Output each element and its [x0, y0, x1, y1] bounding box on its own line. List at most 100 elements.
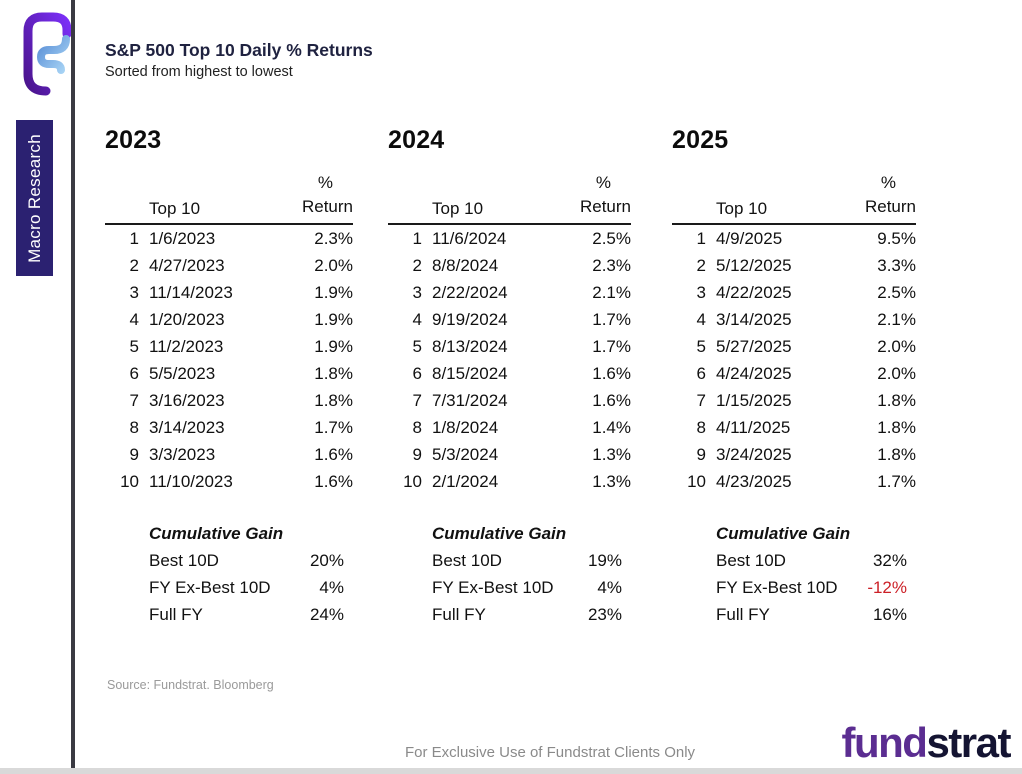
col-header-return: % Return — [557, 171, 631, 219]
cumulative-row: Full FY 24% — [149, 601, 353, 628]
date-cell: 8/13/2024 — [432, 337, 508, 356]
year-table-2023: 2023 Top 10% Return 1 1/6/2023 2.3% 2 4/27/2023… — [105, 126, 353, 628]
col-header-rank — [388, 171, 422, 219]
cumulative-row: Full FY 16% — [716, 601, 916, 628]
table-row: 10 2/1/2024 1.3% — [388, 468, 631, 495]
rank-cell: 10 — [403, 472, 422, 491]
return-cell: 1.6% — [592, 364, 631, 383]
year-heading: 2023 — [105, 126, 162, 154]
return-cell: 1.8% — [877, 445, 916, 464]
vertical-divider — [71, 0, 75, 768]
col-header-return-word: Return — [301, 197, 353, 216]
table-row: 7 3/16/2023 1.8% — [105, 387, 353, 414]
cumulative-title: Cumulative Gain — [149, 524, 284, 543]
fundstrat-fs-logo-icon — [23, 12, 72, 96]
table-row: 5 8/13/2024 1.7% — [388, 333, 631, 360]
date-cell: 3/24/2025 — [716, 445, 792, 464]
year-heading: 2025 — [672, 126, 729, 154]
table-row: 6 4/24/2025 2.0% — [672, 360, 916, 387]
rank-cell: 6 — [129, 364, 139, 383]
cumulative-section: Cumulative Gain Best 10D 20% FY Ex-Best 10D… — [105, 520, 353, 628]
return-cell: 9.5% — [877, 229, 916, 248]
cumulative-row: FY Ex-Best 10D 4% — [149, 574, 353, 601]
rank-cell: 2 — [412, 256, 422, 275]
date-cell: 1/6/2023 — [149, 229, 216, 248]
rank-cell: 5 — [129, 337, 139, 356]
rank-cell: 1 — [129, 229, 139, 248]
fundstrat-wordmark: fundstrat — [842, 722, 1012, 764]
cumulative-label: FY Ex-Best 10D — [716, 578, 838, 597]
cumulative-section: Cumulative Gain Best 10D 19% FY Ex-Best 10D… — [388, 520, 631, 628]
table-row: 1 1/6/2023 2.3% — [105, 225, 353, 252]
cumulative-value: 4% — [597, 578, 622, 597]
cumulative-row: Full FY 23% — [432, 601, 631, 628]
rank-cell: 9 — [696, 445, 706, 464]
cumulative-label: Best 10D — [149, 551, 219, 570]
rank-cell: 9 — [129, 445, 139, 464]
return-cell: 1.9% — [314, 283, 353, 302]
table-row: 1 4/9/2025 9.5% — [672, 225, 916, 252]
cumulative-section: Cumulative Gain Best 10D 32% FY Ex-Best 10D… — [672, 520, 916, 628]
rank-cell: 2 — [696, 256, 706, 275]
col-header-return: % Return — [279, 171, 353, 219]
footer-disclaimer: For Exclusive Use of Fundstrat Clients O… — [404, 744, 696, 761]
return-cell: 2.5% — [877, 283, 916, 302]
table-row: 8 3/14/2023 1.7% — [105, 414, 353, 441]
cumulative-row: FY Ex-Best 10D -12% — [716, 574, 916, 601]
date-cell: 8/8/2024 — [432, 256, 499, 275]
date-cell: 4/23/2025 — [716, 472, 792, 491]
cumulative-value: -12% — [867, 578, 907, 597]
table-row: 1 11/6/2024 2.5% — [388, 225, 631, 252]
table-row: 9 3/3/2023 1.6% — [105, 441, 353, 468]
col-header-pct-sign: % — [595, 173, 611, 192]
table-row: 6 5/5/2023 1.8% — [105, 360, 353, 387]
date-cell: 5/12/2025 — [716, 256, 792, 275]
rank-cell: 1 — [412, 229, 422, 248]
table-header-row: Top 10% Return — [105, 171, 353, 225]
col-header-return: % Return — [842, 171, 916, 219]
rank-cell: 9 — [412, 445, 422, 464]
year-heading: 2024 — [388, 126, 445, 154]
table-row: 7 1/15/2025 1.8% — [672, 387, 916, 414]
table-row: 8 4/11/2025 1.8% — [672, 414, 916, 441]
return-cell: 1.8% — [877, 391, 916, 410]
rank-cell: 6 — [696, 364, 706, 383]
table-row: 3 11/14/2023 1.9% — [105, 279, 353, 306]
return-cell: 2.3% — [592, 256, 631, 275]
date-cell: 3/16/2023 — [149, 391, 225, 410]
table-row: 3 4/22/2025 2.5% — [672, 279, 916, 306]
date-cell: 7/31/2024 — [432, 391, 508, 410]
rank-cell: 8 — [696, 418, 706, 437]
rank-cell: 2 — [129, 256, 139, 275]
cumulative-title: Cumulative Gain — [716, 524, 851, 543]
date-cell: 5/27/2025 — [716, 337, 792, 356]
cumulative-row: Best 10D 20% — [149, 547, 353, 574]
col-header-pct-sign: % — [317, 173, 333, 192]
date-cell: 11/2/2023 — [149, 337, 224, 356]
table-row: 2 4/27/2023 2.0% — [105, 252, 353, 279]
table-row: 4 3/14/2025 2.1% — [672, 306, 916, 333]
bottom-strip — [0, 768, 1022, 774]
rank-cell: 7 — [412, 391, 422, 410]
cumulative-label: FY Ex-Best 10D — [432, 578, 554, 597]
cumulative-value: 32% — [872, 551, 907, 570]
cumulative-row: Best 10D 19% — [432, 547, 631, 574]
col-header-rank — [672, 171, 706, 219]
return-cell: 1.9% — [314, 310, 353, 329]
rank-cell: 6 — [412, 364, 422, 383]
date-cell: 1/20/2023 — [149, 310, 225, 329]
table-row: 4 9/19/2024 1.7% — [388, 306, 631, 333]
return-cell: 1.6% — [314, 472, 353, 491]
return-cell: 1.3% — [592, 445, 631, 464]
cumulative-label: Best 10D — [716, 551, 786, 570]
col-header-top10: Top 10 — [716, 199, 768, 218]
return-cell: 2.5% — [592, 229, 631, 248]
col-header-top10: Top 10 — [432, 199, 484, 218]
date-cell: 9/19/2024 — [432, 310, 508, 329]
rank-cell: 3 — [696, 283, 706, 302]
return-cell: 2.0% — [877, 364, 916, 383]
return-cell: 1.3% — [592, 472, 631, 491]
table-row: 6 8/15/2024 1.6% — [388, 360, 631, 387]
table-row: 4 1/20/2023 1.9% — [105, 306, 353, 333]
col-header-rank — [105, 171, 139, 219]
